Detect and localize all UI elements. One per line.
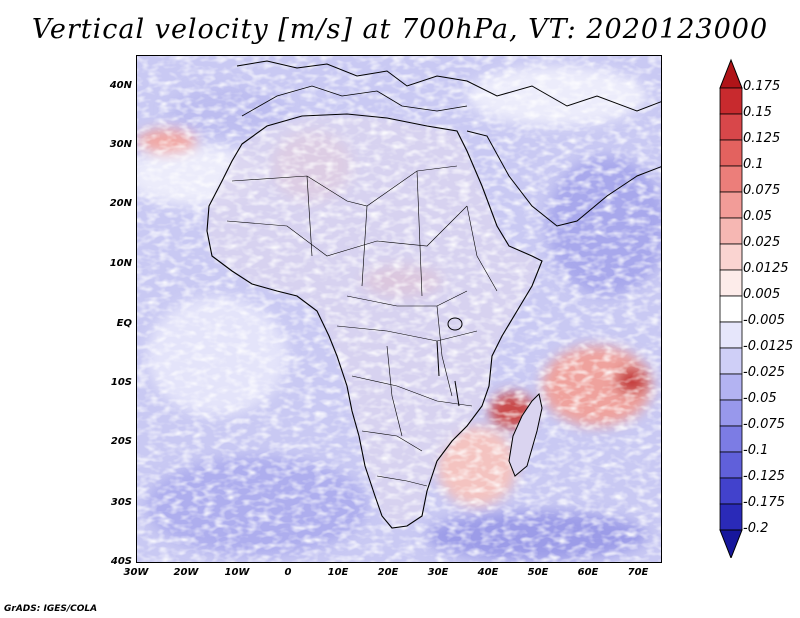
colorbar-label: 0.0125: [743, 261, 789, 276]
colorbar-label: -0.1: [743, 443, 769, 458]
lat-label-30n: 30N: [109, 139, 132, 150]
lon-label-50e: 50E: [527, 567, 549, 578]
colorbar-segment: [719, 139, 743, 167]
lat-label-eq: EQ: [116, 318, 132, 329]
country-borders: [226, 165, 498, 487]
colorbar-label: -0.075: [743, 417, 785, 432]
colorbar-label: 0.1: [743, 157, 764, 172]
colorbar-segment: [719, 191, 743, 219]
lon-label-0: 0: [284, 567, 292, 578]
colorbar-segment: [719, 217, 743, 245]
colorbar-segment: [719, 243, 743, 271]
colorbar-segment: [719, 87, 743, 115]
africa-coastline: [206, 113, 543, 529]
colorbar-segment: [719, 399, 743, 427]
lat-label-40s: 40S: [110, 556, 132, 567]
europe-coastline: [236, 60, 661, 112]
lon-label-30e: 30E: [427, 567, 449, 578]
lon-label-10e: 10E: [327, 567, 349, 578]
colorbar-segment: [719, 477, 743, 505]
colorbar-segment: [719, 425, 743, 453]
colorbar-label: -0.175: [743, 495, 785, 510]
mediterranean-coast: [241, 85, 468, 117]
colorbar-label: 0.05: [743, 209, 772, 224]
lon-label-60e: 60E: [577, 567, 599, 578]
map-panel: [136, 55, 662, 563]
footer-credit: GrADS: IGES/COLA: [4, 604, 98, 614]
colorbar-segment: [719, 451, 743, 479]
lon-label-70e: 70E: [627, 567, 649, 578]
colorbar-segment: [719, 165, 743, 193]
colorbar-segment: [719, 373, 743, 401]
lat-label-30s: 30S: [110, 497, 132, 508]
lat-label-20n: 20N: [109, 198, 132, 209]
colorbar-segment: [719, 503, 743, 531]
lat-label-10s: 10S: [110, 377, 132, 388]
lon-label-40e: 40E: [477, 567, 499, 578]
colorbar-segment: [719, 113, 743, 141]
colorbar-segment: [719, 347, 743, 375]
colorbar-label: 0.15: [743, 105, 772, 120]
lon-label-20e: 20E: [377, 567, 399, 578]
map-canvas: [137, 56, 661, 562]
colorbar-bottom-arrow: [719, 529, 743, 558]
colorbar-label: 0.175: [743, 79, 781, 94]
colorbar: [719, 58, 743, 558]
madagascar: [508, 392, 543, 477]
colorbar-label: 0.005: [743, 287, 781, 302]
colorbar-label: 0.025: [743, 235, 781, 250]
colorbar-label: -0.05: [743, 391, 777, 406]
colorbar-label: -0.2: [743, 521, 769, 536]
colorbar-segment: [719, 295, 743, 323]
lat-label-20s: 20S: [110, 436, 132, 447]
chart-title: Vertical velocity [m/s] at 700hPa, VT: 2…: [31, 14, 769, 45]
colorbar-segment: [719, 321, 743, 349]
colorbar-label: -0.0125: [743, 339, 794, 354]
colorbar-label: -0.125: [743, 469, 785, 484]
colorbar-label: 0.125: [743, 131, 781, 146]
lon-label-10w: 10W: [224, 567, 250, 578]
arabia-coastline: [466, 130, 661, 227]
colorbar-label: 0.075: [743, 183, 781, 198]
lat-label-10n: 10N: [109, 258, 132, 269]
lakes: [436, 317, 463, 407]
lon-label-20w: 20W: [173, 567, 199, 578]
colorbar-top-arrow: [719, 58, 743, 89]
lon-label-30w: 30W: [123, 567, 149, 578]
lat-label-40n: 40N: [109, 80, 132, 91]
colorbar-label: -0.005: [743, 313, 785, 328]
colorbar-segment: [719, 269, 743, 297]
colorbar-label: -0.025: [743, 365, 785, 380]
